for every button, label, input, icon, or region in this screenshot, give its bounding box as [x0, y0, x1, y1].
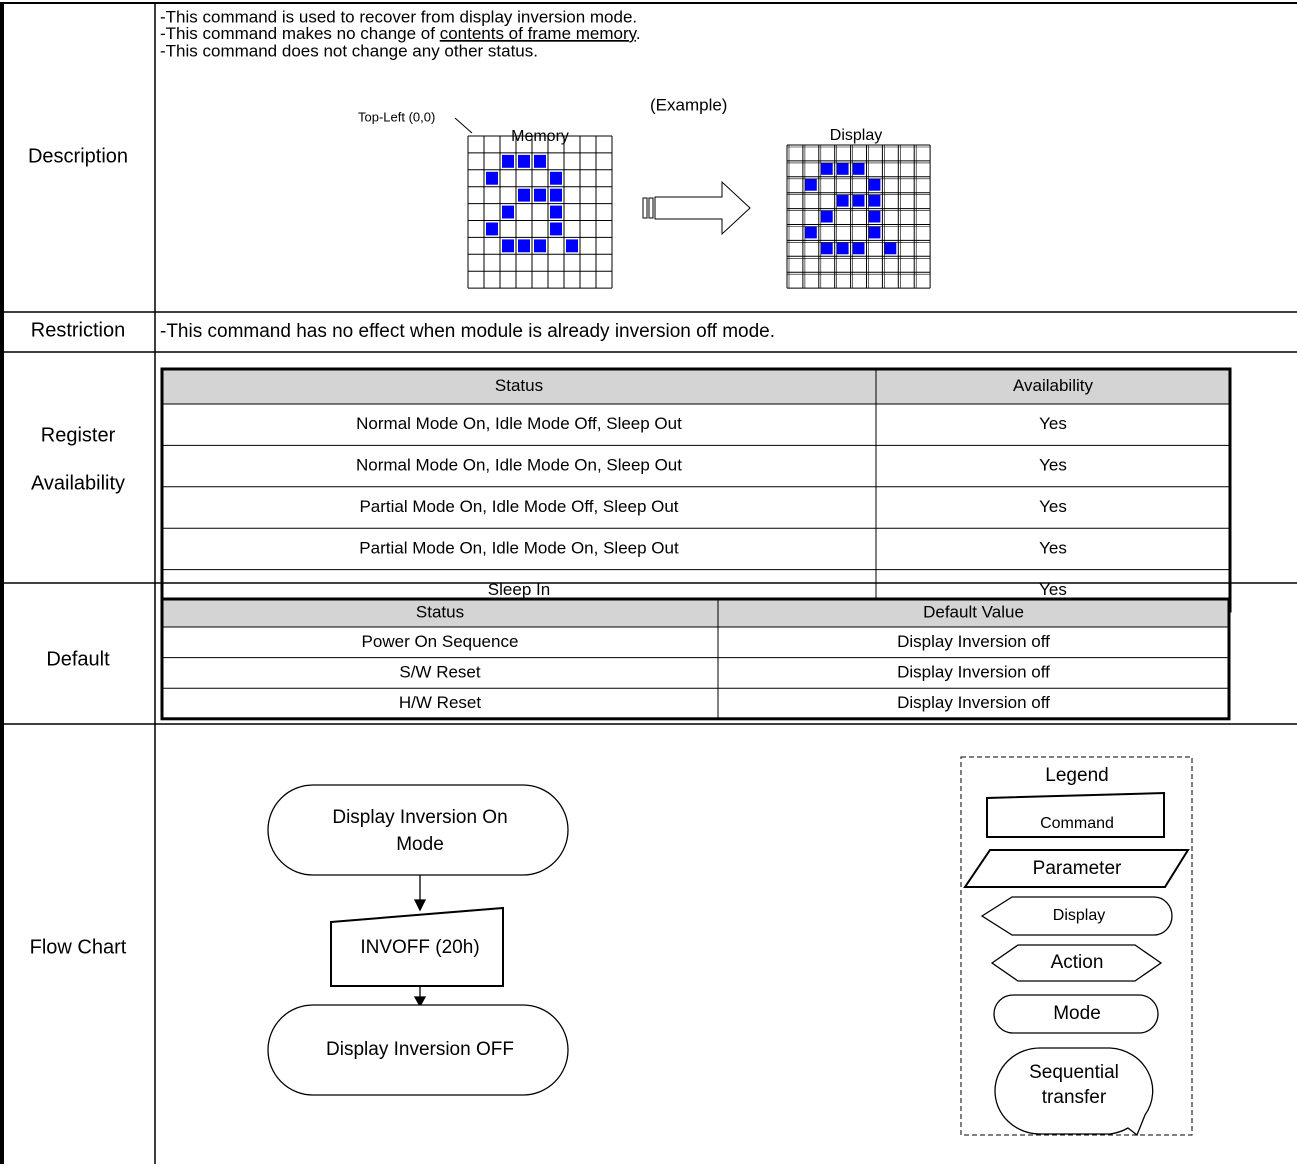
cell: Yes: [1039, 414, 1067, 433]
pixel: [852, 194, 865, 207]
example-label: (Example): [650, 95, 727, 114]
table-border: [160, 367, 1232, 613]
display-label: Display: [830, 127, 882, 144]
cell: Yes: [1039, 580, 1067, 599]
pixel: [868, 210, 881, 223]
header-cell: Status: [416, 602, 464, 621]
pixel: [566, 239, 578, 253]
pixel: [486, 171, 498, 185]
pixel: [550, 205, 562, 219]
memory-grid: [467, 135, 613, 289]
cell: Yes: [1039, 538, 1067, 557]
hollow-arrow: [642, 180, 751, 236]
row-label: Restriction: [31, 319, 125, 341]
cell: Display Inversion off: [897, 662, 1050, 681]
description-line: -This command makes no change of content…: [160, 24, 641, 43]
top-left-label: Top-Left (0,0): [358, 109, 435, 124]
pixel: [836, 194, 849, 207]
cell: H/W Reset: [399, 693, 481, 712]
row-label: Flow Chart: [30, 936, 127, 958]
pixel: [518, 154, 530, 168]
pixel: [804, 178, 817, 191]
legend-item: Action: [1051, 952, 1104, 973]
pixel: [820, 162, 833, 175]
text: .: [636, 24, 641, 43]
cell: S/W Reset: [399, 662, 481, 681]
cell: Normal Mode On, Idle Mode On, Sleep Out: [356, 456, 682, 475]
cell: Display Inversion off: [897, 693, 1050, 712]
legend-item: Display: [1053, 907, 1105, 924]
cell: Display Inversion off: [897, 632, 1050, 651]
pixel: [550, 222, 562, 236]
flow-text: Mode: [396, 834, 444, 855]
cell: Partial Mode On, Idle Mode On, Sleep Out: [359, 538, 679, 557]
legend-title: Legend: [1045, 765, 1108, 786]
description-line: -This command is used to recover from di…: [160, 7, 637, 26]
pixel: [534, 188, 546, 202]
pixel: [884, 242, 897, 255]
text: -This command makes no change of: [160, 24, 440, 43]
cell: Power On Sequence: [362, 632, 519, 651]
pixel: [550, 188, 562, 202]
cell: Yes: [1039, 456, 1067, 475]
default-table: Status Default Value Power On Sequence Disp…: [160, 597, 1231, 721]
flow-text: Display Inversion On: [332, 807, 507, 828]
cell: Partial Mode On, Idle Mode Off, Sleep Ou…: [359, 497, 678, 516]
pixel: [820, 242, 833, 255]
header-cell: Status: [495, 376, 543, 395]
cell: Sleep In: [488, 580, 550, 599]
header-cell: Default Value: [923, 602, 1024, 621]
row-label: Default: [46, 648, 110, 670]
leader: [454, 117, 473, 134]
memory-label: Memory: [511, 128, 569, 145]
legend-item: Sequential: [1029, 1062, 1119, 1083]
pixel: [550, 171, 562, 185]
flow-text: Display Inversion OFF: [326, 1039, 514, 1060]
pixel: [534, 239, 546, 253]
pixel: [852, 242, 865, 255]
cell: Yes: [1039, 497, 1067, 516]
availability-table: Status Availability Normal Mode On, Idle M…: [160, 367, 1232, 613]
pixel: [868, 194, 881, 207]
pixel: [836, 242, 849, 255]
pixel: [868, 178, 881, 191]
legend-item: Parameter: [1033, 858, 1122, 879]
pixel: [820, 210, 833, 223]
row-label: Description: [28, 145, 128, 167]
pixel: [852, 162, 865, 175]
row-label: Register: [41, 424, 116, 446]
pixel: [502, 239, 514, 253]
underlined-text: contents of frame memory: [440, 24, 638, 43]
legend-item: Command: [1040, 815, 1114, 832]
description-line: -This command does not change any other …: [160, 41, 538, 60]
pixel: [518, 239, 530, 253]
pixel: [518, 188, 530, 202]
flow-chart: [267, 784, 569, 1096]
header-bg: [162, 369, 1230, 404]
pixel: [502, 205, 514, 219]
table-border: [160, 597, 1231, 721]
header-bg: [162, 599, 1229, 627]
pixel: [868, 226, 881, 239]
legend-item: Mode: [1053, 1003, 1101, 1024]
flow-text: INVOFF (20h): [360, 937, 479, 958]
pixel: [486, 222, 498, 236]
cell: Normal Mode On, Idle Mode Off, Sleep Out: [356, 414, 682, 433]
pixel: [534, 154, 546, 168]
legend-item: transfer: [1042, 1087, 1107, 1108]
display-grid: [786, 144, 931, 289]
header-cell: Availability: [1013, 376, 1094, 395]
restriction-text: -This command has no effect when module …: [160, 321, 775, 342]
row-label: Availability: [31, 472, 125, 494]
pixel: [804, 226, 817, 239]
legend: [960, 756, 1193, 1137]
pixel: [502, 154, 514, 168]
pixel: [836, 162, 849, 175]
